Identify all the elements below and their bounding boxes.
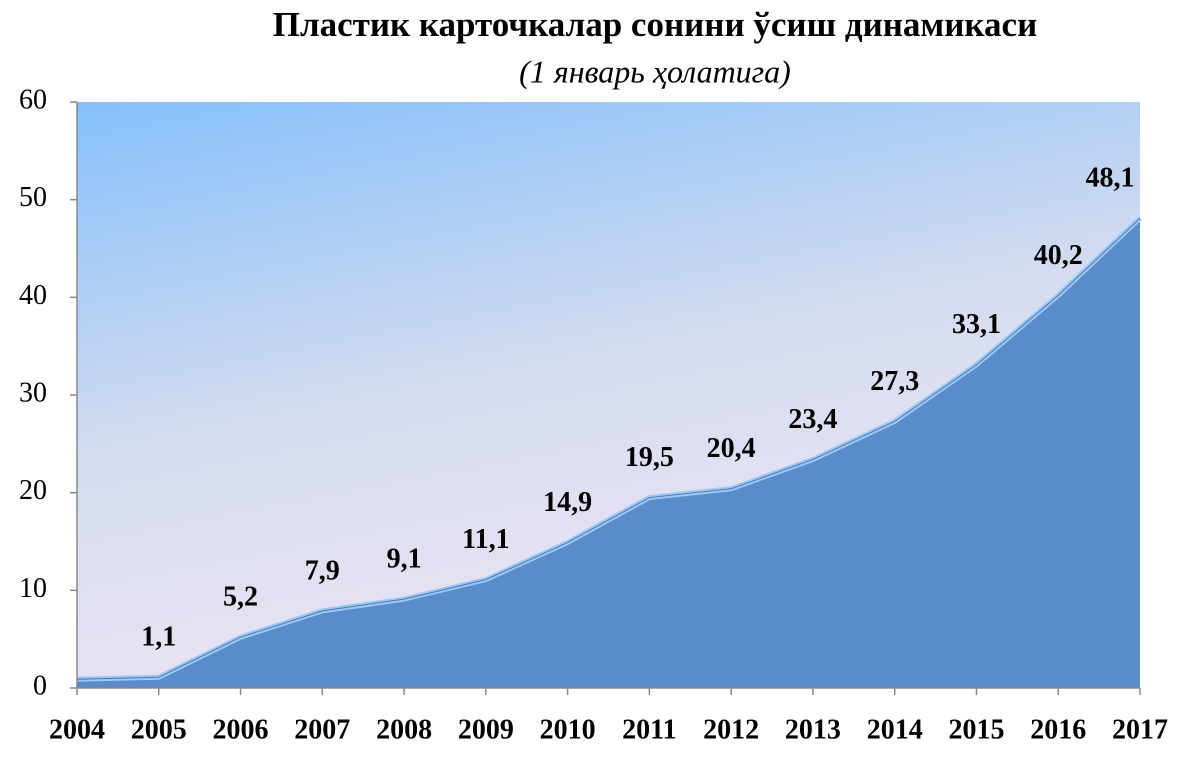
data-label: 5,2: [223, 582, 258, 613]
area-edge-outline: [76, 217, 1141, 680]
data-label: 48,1: [1086, 163, 1135, 194]
data-label: 7,9: [305, 555, 340, 586]
y-tick-label: 60: [19, 84, 47, 115]
x-tick-label: 2008: [376, 714, 432, 745]
data-label: 1,1: [141, 622, 176, 653]
data-label: 11,1: [462, 524, 509, 555]
area: [77, 218, 1140, 688]
x-tick-label: 2006: [213, 714, 269, 745]
data-label: 33,1: [952, 309, 1001, 340]
chart-title: Пластик карточкалар сонини ўсиш динамика…: [273, 5, 1038, 44]
x-tick-label: 2015: [948, 714, 1004, 745]
y-tick-label: 20: [19, 475, 47, 506]
chart-subtitle: (1 январь ҳолатига): [519, 53, 791, 89]
data-label: 40,2: [1034, 240, 1083, 271]
y-tick-label: 30: [19, 377, 47, 408]
data-label: 14,9: [543, 487, 592, 518]
y-tick-label: 0: [33, 670, 47, 701]
x-tick-label: 2010: [540, 714, 596, 745]
data-label: 9,1: [387, 544, 422, 575]
x-tick-label: 2013: [785, 714, 841, 745]
data-label: 27,3: [870, 366, 919, 397]
x-tick-label: 2012: [703, 714, 759, 745]
y-tick-label: 50: [19, 182, 47, 213]
x-tick-label: 2005: [131, 714, 187, 745]
y-tick-label: 40: [19, 280, 47, 311]
x-tick-label: 2014: [867, 714, 923, 745]
x-tick-label: 2004: [49, 714, 105, 745]
x-tick-label: 2009: [458, 714, 514, 745]
data-label: 20,4: [707, 433, 756, 464]
x-tick-label: 2016: [1030, 714, 1086, 745]
x-tick-label: 2017: [1112, 714, 1168, 745]
data-label: 23,4: [788, 404, 837, 435]
data-label: 19,5: [625, 442, 674, 473]
y-tick-label: 10: [19, 573, 47, 604]
x-tick-label: 2011: [622, 714, 676, 745]
x-tick-label: 2007: [294, 714, 350, 745]
